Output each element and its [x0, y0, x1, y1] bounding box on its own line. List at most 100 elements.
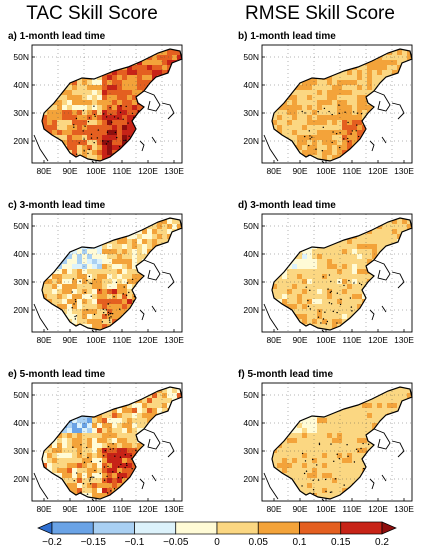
field-cell: [302, 269, 308, 275]
dot: [367, 443, 370, 446]
dot: [322, 318, 325, 320]
field-cell: [337, 110, 343, 116]
dot: [322, 276, 324, 278]
field-cell: [112, 80, 118, 86]
field-cell: [317, 274, 323, 280]
field-cell: [97, 463, 103, 469]
dot: [303, 472, 306, 475]
field-cell: [147, 398, 153, 404]
field-cell: [387, 229, 393, 235]
field-cell: [317, 448, 323, 454]
field-cell: [52, 468, 58, 474]
lat-label: 40N: [243, 80, 259, 90]
field-cell: [177, 50, 182, 56]
field-cell: [302, 90, 308, 96]
field-cell: [342, 95, 348, 101]
field-cell: [122, 135, 128, 141]
field-cell: [297, 483, 303, 489]
field-cell: [342, 130, 348, 136]
field-cell: [92, 473, 98, 479]
field-cell: [327, 478, 333, 484]
field-cell: [132, 269, 138, 275]
field-cell: [97, 299, 103, 305]
field-cell: [102, 428, 108, 434]
field-cell: [92, 269, 98, 275]
dot: [322, 126, 324, 128]
field-cell: [337, 418, 343, 424]
dot: [74, 318, 77, 320]
field-cell: [147, 239, 153, 245]
lat-label: 20N: [243, 305, 259, 315]
field-cell: [312, 418, 318, 424]
field-cell: [122, 85, 128, 91]
field-cell: [132, 90, 138, 96]
field-cell: [357, 473, 363, 479]
field-cell: [322, 110, 328, 116]
colorbar-label: −0.2: [42, 537, 62, 548]
field-cell: [47, 463, 53, 469]
field-cell: [357, 249, 363, 255]
dot: [333, 460, 335, 463]
dot: [120, 463, 122, 466]
field-cell: [97, 150, 103, 156]
field-cell: [307, 458, 313, 464]
field-cell: [102, 319, 108, 325]
field-cell: [337, 304, 343, 310]
dot: [110, 316, 112, 318]
field-cell: [327, 324, 333, 330]
field-cell: [92, 294, 98, 300]
field-cell: [147, 65, 153, 71]
field-cell: [327, 75, 333, 81]
field-cell: [132, 80, 138, 86]
field-cell: [357, 269, 363, 275]
field-cell: [292, 105, 298, 111]
field-cell: [312, 105, 318, 111]
lat-label: 30N: [243, 446, 259, 456]
dot: [317, 479, 320, 481]
field-cell: [72, 438, 78, 444]
field-cell: [352, 259, 358, 265]
field-cell: [177, 219, 182, 225]
field-cell: [127, 413, 133, 419]
field-cell: [317, 438, 323, 444]
field-cell: [397, 60, 403, 66]
field-cell: [57, 284, 63, 290]
field-cell: [137, 234, 143, 240]
field-cell: [352, 413, 358, 419]
field-cell: [127, 234, 133, 240]
field-cell: [317, 145, 323, 151]
field-cell: [352, 249, 358, 255]
field-cell: [302, 294, 308, 300]
field-cell: [387, 234, 393, 240]
field-cell: [302, 418, 308, 424]
field-cell: [57, 304, 63, 310]
field-cell: [107, 254, 113, 260]
field-cell: [312, 294, 318, 300]
field-cell: [102, 254, 108, 260]
field-cell: [97, 80, 103, 86]
field-cell: [347, 254, 353, 260]
field-cell: [362, 403, 368, 409]
field-cell: [127, 274, 133, 280]
field-cell: [137, 244, 143, 250]
field-cell: [127, 70, 133, 76]
field-cell: [122, 120, 128, 126]
field-cell: [297, 289, 303, 295]
field-cell: [82, 249, 88, 255]
field-cell: [67, 423, 73, 429]
field-cell: [52, 284, 58, 290]
lon-label: 130E: [394, 504, 414, 514]
field-cell: [292, 120, 298, 126]
field-cell: [332, 443, 338, 449]
field-cell: [402, 224, 408, 230]
field-cell: [122, 95, 128, 101]
field-cell: [157, 408, 163, 414]
field-cell: [347, 239, 353, 245]
dot: [109, 312, 111, 315]
field-cell: [282, 284, 288, 290]
dot: [83, 150, 85, 152]
field-cell: [392, 70, 398, 76]
field-cell: [347, 314, 353, 320]
field-cell: [92, 105, 98, 111]
field-cell: [312, 438, 318, 444]
